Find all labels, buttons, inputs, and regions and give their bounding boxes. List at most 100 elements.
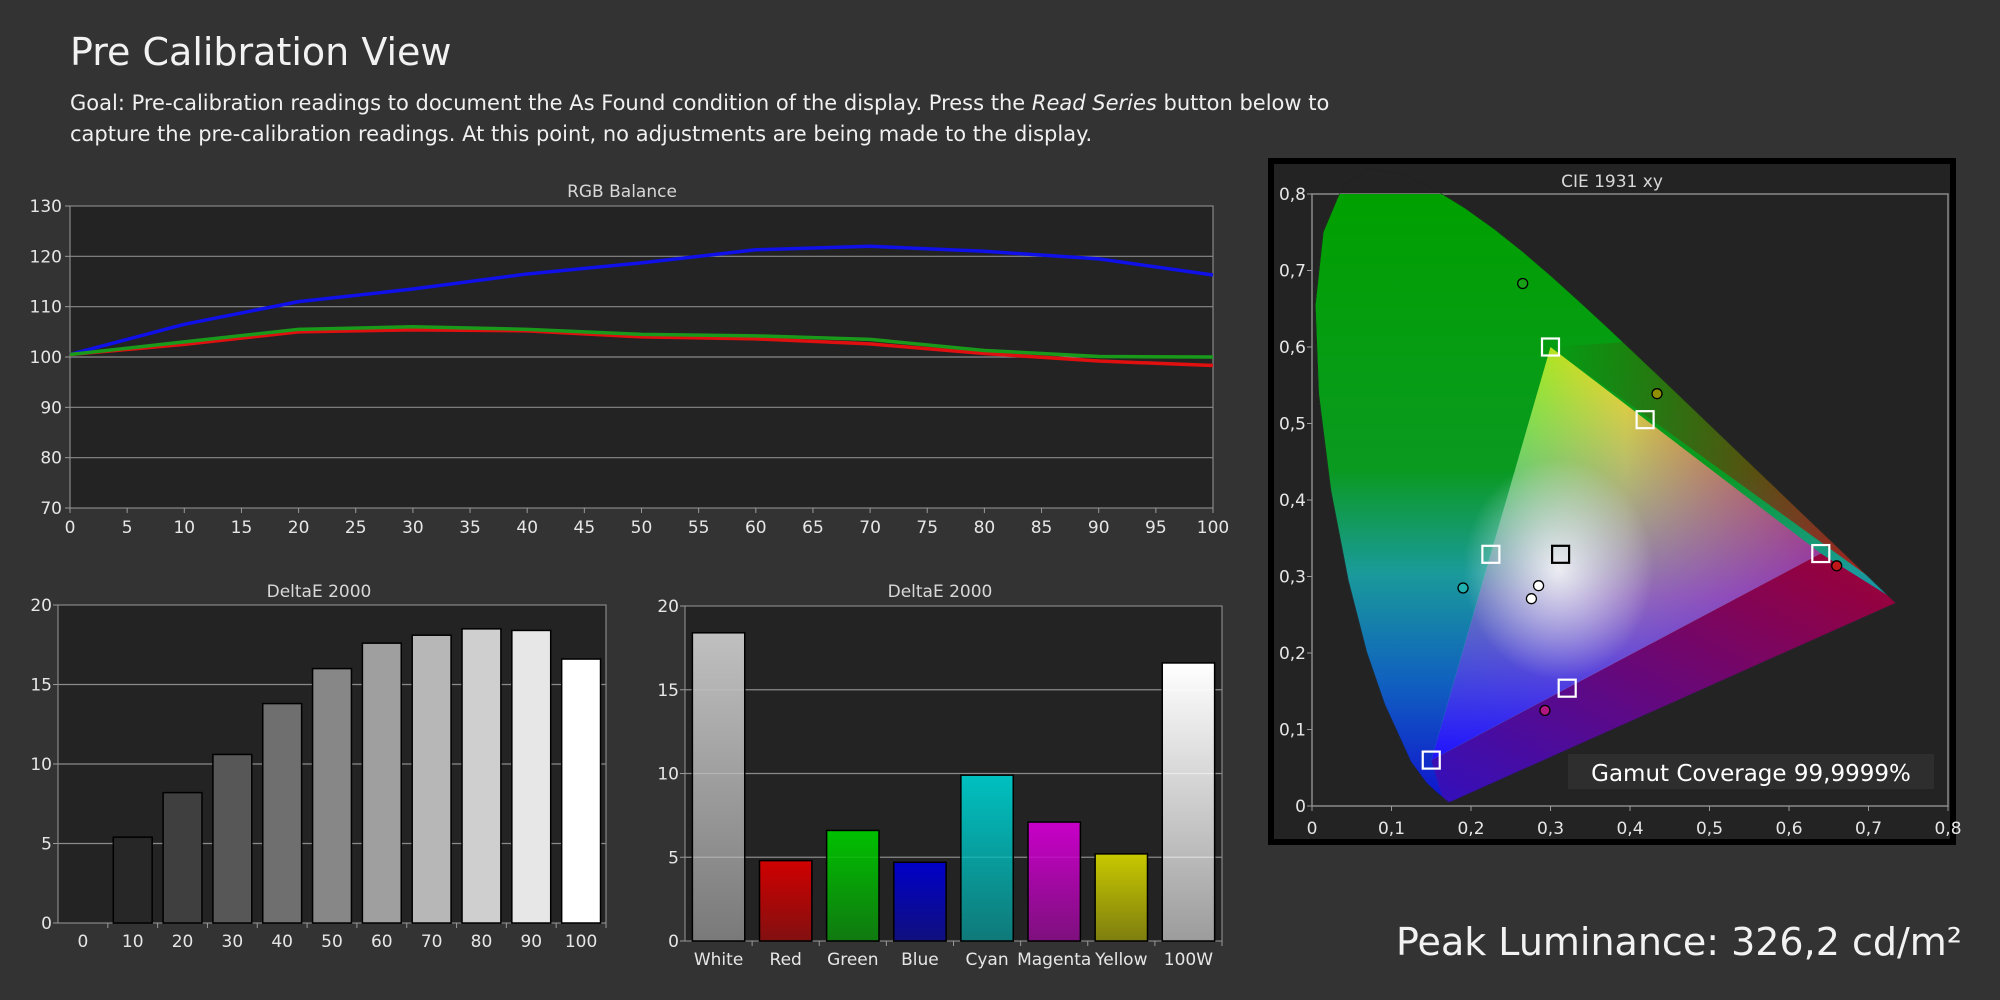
deltae-grayscale-bar <box>461 628 502 924</box>
deltae-grayscale-x-tick-label: 60 <box>371 932 393 952</box>
rgb-balance-line-green <box>69 325 1214 359</box>
rgb-balance-y-tick-label: 100 <box>30 348 62 368</box>
cie-x-tick-label: 0,7 <box>1855 819 1882 839</box>
goal-text: Goal: Pre-calibration readings to docume… <box>70 88 1370 150</box>
cie-target-marker <box>1481 544 1501 564</box>
rgb-balance-x-tick-label: 5 <box>122 518 133 538</box>
read-series-reference: Read Series <box>1031 91 1157 115</box>
cie-white-glow <box>1463 458 1654 679</box>
deltae-grayscale-bar <box>311 667 353 924</box>
cie-target-marker <box>1811 543 1831 564</box>
deltae-colors-y-tick-label: 0 <box>668 932 679 952</box>
deltae-grayscale-y-tick-label: 0 <box>41 914 52 934</box>
cie-target-marker <box>1550 544 1571 564</box>
cie-chart: CIE 1931 xy 0 0,1 0,2 0,3 0,4 0,5 0,6 0,7 0,8 0 0… <box>1268 158 1962 845</box>
rgb-balance-x-tick-label: 20 <box>288 518 310 538</box>
deltae-grayscale-chart: DeltaE 2000 0 5 10 15 20 0 10 20 30 40 50 60 70 80 90… <box>30 582 607 952</box>
deltae-colors-bar <box>960 774 1014 942</box>
deltae-colors-bar <box>1094 853 1149 942</box>
deltae-colors-x-tick-label: 100W <box>1164 950 1213 970</box>
rgb-balance-x-tick-label: 25 <box>345 518 367 538</box>
cie-y-tick-label: 0,6 <box>1279 338 1306 358</box>
deltae-grayscale-bar <box>511 629 552 924</box>
deltae-grayscale-x-tick-label: 30 <box>222 932 244 952</box>
cie-magenta-tint <box>1431 553 1821 761</box>
deltae-grayscale-x-tick-label: 20 <box>172 932 194 952</box>
deltae-grayscale-x-tick-label: 100 <box>565 932 597 952</box>
cie-measured-point <box>1517 277 1529 290</box>
cie-measured-point <box>1539 704 1551 717</box>
rgb-balance-x-tick-label: 50 <box>631 518 653 538</box>
rgb-balance-y-tick-label: 90 <box>40 398 62 418</box>
deltae-colors-y-tick-label: 10 <box>657 765 679 785</box>
deltae-colors-x-tick-label: White <box>694 950 743 970</box>
rgb-balance-x-tick-label: 85 <box>1031 518 1053 538</box>
cie-measured-point <box>1525 593 1538 605</box>
deltae-colors-bar <box>691 632 746 942</box>
cie-measured-point <box>1651 388 1663 400</box>
deltae-colors-x-tick-label: Cyan <box>966 950 1009 970</box>
cie-target-marker <box>1557 678 1577 698</box>
rgb-balance-x-tick-label: 30 <box>402 518 424 538</box>
deltae-grayscale-x-tick-label: 50 <box>321 932 343 952</box>
deltae-colors-x-tick-label: Yellow <box>1094 950 1147 970</box>
rgb-balance-y-tick-label: 70 <box>40 499 62 519</box>
deltae-grayscale-y-tick-label: 15 <box>30 676 52 696</box>
rgb-balance-x-tick-label: 65 <box>802 518 824 538</box>
cie-cyan-tint <box>1431 347 1551 761</box>
cie-y-tick-label: 0,2 <box>1279 644 1306 664</box>
deltae-grayscale-bar <box>560 658 602 924</box>
deltae-colors-y-tick-label: 5 <box>668 848 679 868</box>
deltae-colors-x-tick-label: Magenta <box>1017 950 1091 970</box>
page-title: Pre Calibration View <box>70 30 452 74</box>
deltae-colors-y-tick-label: 15 <box>657 681 679 701</box>
rgb-balance-line-blue <box>69 244 1214 357</box>
cie-x-tick-label: 0 <box>1307 819 1318 839</box>
rgb-balance-x-tick-label: 40 <box>516 518 538 538</box>
rgb-balance-x-tick-label: 95 <box>1145 518 1167 538</box>
deltae-grayscale-x-tick-label: 40 <box>271 932 293 952</box>
deltae-colors-bar <box>825 829 880 942</box>
cie-y-tick-label: 0,1 <box>1279 721 1306 741</box>
cie-locus-outline <box>1315 168 1897 803</box>
cie-x-tick-label: 0,4 <box>1616 819 1643 839</box>
cie-target-marker <box>1635 410 1655 430</box>
rgb-balance-y-tick-label: 130 <box>30 197 62 217</box>
rgb-balance-x-tick-label: 0 <box>65 518 76 538</box>
deltae-grayscale-bar <box>162 791 203 924</box>
deltae-colors-bar <box>758 859 813 942</box>
deltae-grayscale-bar <box>112 836 153 924</box>
rgb-balance-line-red <box>69 328 1214 368</box>
rgb-balance-y-tick-label: 80 <box>40 449 62 469</box>
deltae-colors-bar <box>1161 662 1216 942</box>
cie-x-tick-label: 0,2 <box>1457 819 1484 839</box>
rgb-balance-chart: RGB Balance 70 80 90 100 110 120 130 0 5 10 15 20 2… <box>30 182 1230 538</box>
rgb-balance-x-tick-label: 60 <box>745 518 767 538</box>
cie-x-tick-label: 0,3 <box>1537 819 1564 839</box>
cie-x-tick-label: 0,5 <box>1696 819 1723 839</box>
rgb-balance-x-tick-label: 35 <box>459 518 481 538</box>
cie-locus-purple-region <box>1431 553 1897 803</box>
deltae-grayscale-y-tick-label: 5 <box>41 835 52 855</box>
rgb-balance-x-tick-label: 80 <box>974 518 996 538</box>
deltae-grayscale-x-tick-label: 90 <box>520 932 542 952</box>
rgb-balance-x-tick-label: 10 <box>173 518 195 538</box>
rgb-balance-x-tick-label: 55 <box>688 518 710 538</box>
deltae-grayscale-bar <box>411 634 452 924</box>
goal-text-suffix: button below to capture the pre-calibrat… <box>70 91 1330 146</box>
deltae-grayscale-x-tick-label: 80 <box>471 932 493 952</box>
goal-text-prefix: Goal: Pre-calibration readings to docume… <box>70 91 1032 115</box>
rgb-balance-x-tick-label: 100 <box>1197 518 1229 538</box>
cie-title: CIE 1931 xy <box>1561 172 1663 192</box>
deltae-grayscale-y-tick-label: 10 <box>30 755 52 775</box>
peak-luminance: Peak Luminance: 326,2 cd/m² <box>1396 920 1963 964</box>
deltae-grayscale-x-tick-label: 0 <box>77 932 88 952</box>
cie-target-marker <box>1421 750 1441 770</box>
rgb-balance-x-tick-label: 15 <box>231 518 253 538</box>
deltae-colors-y-tick-label: 20 <box>657 597 679 617</box>
cie-y-tick-label: 0 <box>1295 797 1306 817</box>
rgb-balance-title: RGB Balance <box>567 182 677 202</box>
deltae-colors-x-tick-label: Blue <box>901 950 939 970</box>
cie-target-marker <box>1540 337 1561 357</box>
